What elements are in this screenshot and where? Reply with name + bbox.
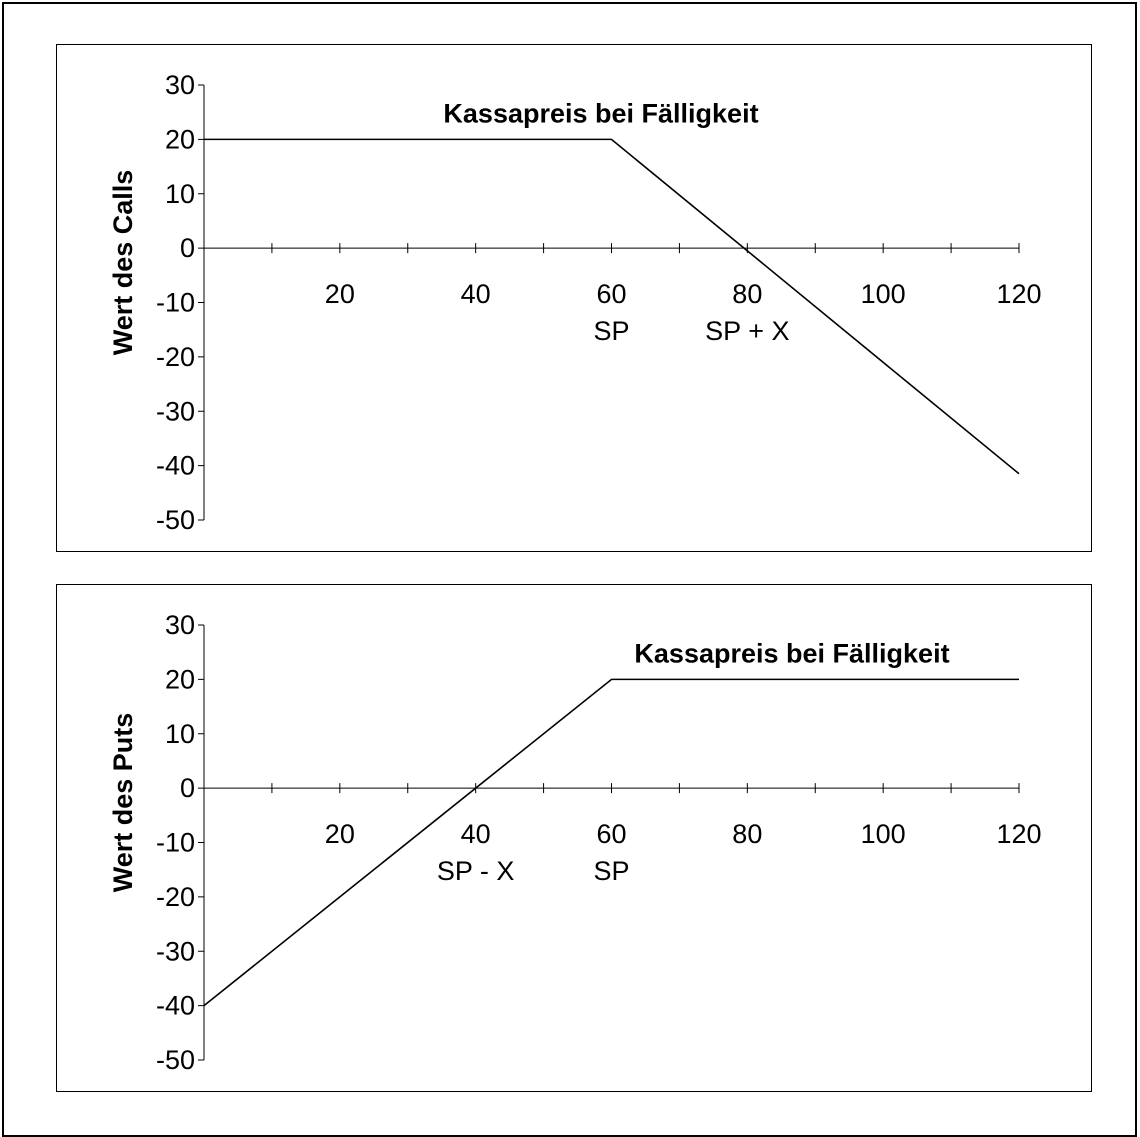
x-tick-label: 80	[732, 279, 762, 309]
y-axis-title: Wert des Puts	[108, 713, 138, 893]
y-tick-label: -10	[156, 288, 195, 318]
chart-title: Kassapreis bei Fälligkeit	[443, 98, 758, 128]
x-annotation-label: SP	[593, 316, 629, 346]
x-tick-label: 20	[325, 279, 355, 309]
y-tick-label: -10	[156, 828, 195, 858]
put-chart-panel: 30 20 10 0 -10 -20 -30 -40 -50 20 40 60 80 100 120 SP -…	[56, 584, 1092, 1092]
x-tick-label: 60	[596, 279, 626, 309]
y-axis-title: Wert des Calls	[108, 170, 138, 356]
payoff-line	[203, 678, 1019, 1007]
y-tick-label: 20	[165, 124, 195, 154]
x-annotation-label: SP - X	[437, 856, 515, 886]
y-tick-label: -40	[156, 451, 195, 481]
chart-title: Kassapreis bei Fälligkeit	[634, 638, 949, 668]
y-tick-label: 30	[165, 610, 195, 640]
x-annotation-label: SP + X	[705, 316, 789, 346]
y-tick-label: 0	[180, 773, 195, 803]
y-tick-label: 20	[165, 664, 195, 694]
y-tick-label: -20	[156, 882, 195, 912]
y-tick-label: 10	[165, 719, 195, 749]
y-tick-label: -30	[156, 396, 195, 426]
x-tick-label: 40	[461, 279, 491, 309]
y-tick-label: 30	[165, 70, 195, 100]
x-tick-label: 60	[596, 819, 626, 849]
x-tick-label: 100	[861, 279, 906, 309]
y-tick-label: 0	[180, 233, 195, 263]
y-tick-label: -50	[156, 505, 195, 535]
y-tick-label: -40	[156, 991, 195, 1021]
x-tick-label: 40	[461, 819, 491, 849]
x-tick-label: 100	[861, 819, 906, 849]
y-tick-label: -20	[156, 342, 195, 372]
x-tick-label: 20	[325, 819, 355, 849]
x-tick-label: 120	[996, 279, 1041, 309]
y-tick-label: -30	[156, 936, 195, 966]
payoff-line	[204, 138, 1020, 475]
x-tick-label: 120	[996, 819, 1041, 849]
y-tick-label: -50	[156, 1045, 195, 1075]
call-chart-panel: 30 20 10 0 -10 -20 -30 -40 -50 20 40 60 80 100 120 SP SP…	[56, 44, 1092, 552]
x-tick-label: 80	[732, 819, 762, 849]
x-annotation-label: SP	[593, 856, 629, 886]
y-tick-label: 10	[165, 179, 195, 209]
